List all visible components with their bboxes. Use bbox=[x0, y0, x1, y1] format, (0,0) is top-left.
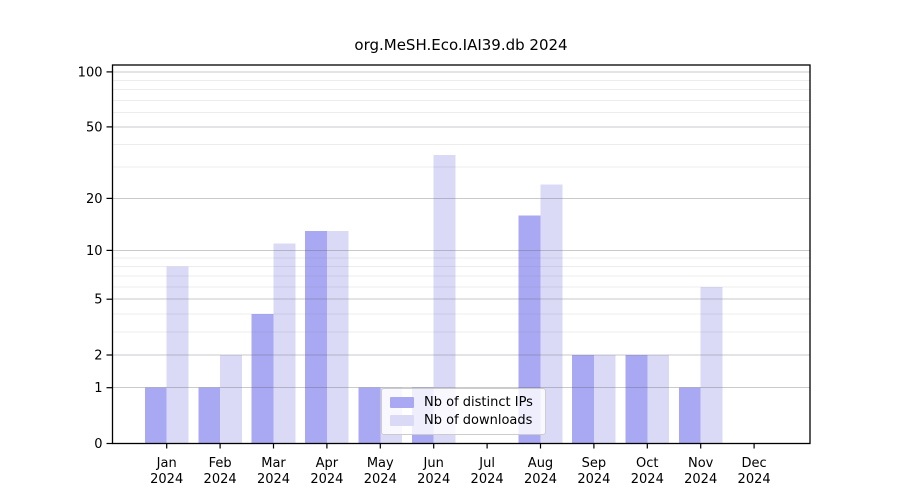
bar-distinct-ips-Sep bbox=[572, 355, 594, 444]
bar-distinct-ips-Apr bbox=[305, 231, 327, 444]
bar-downloads-Aug bbox=[540, 184, 563, 444]
bar-distinct-ips-Feb bbox=[198, 387, 221, 444]
x-tick-label-year: 2024 bbox=[577, 472, 610, 487]
bar-distinct-ips-Nov bbox=[678, 387, 701, 444]
bar-downloads-Jan bbox=[166, 266, 189, 444]
bar-downloads-Sep bbox=[593, 355, 616, 444]
bar-distinct-ips-Mar bbox=[251, 313, 274, 444]
x-tick-label-month: Jul bbox=[478, 456, 495, 471]
x-tick-label-year: 2024 bbox=[257, 472, 290, 487]
legend-swatch-downloads bbox=[390, 415, 414, 426]
y-tick-label: 20 bbox=[86, 192, 103, 207]
bar-downloads-Feb bbox=[220, 355, 242, 444]
legend-label-downloads: Nb of downloads bbox=[424, 413, 533, 428]
bar-distinct-ips-Aug bbox=[518, 215, 541, 444]
bar-distinct-ips-May bbox=[358, 387, 381, 444]
legend-swatch-distinct-ips bbox=[390, 397, 414, 408]
legend: Nb of distinct IPs Nb of downloads bbox=[381, 388, 546, 435]
x-tick-label-year: 2024 bbox=[631, 472, 664, 487]
x-tick-label-month: Feb bbox=[209, 456, 232, 471]
y-tick-label: 0 bbox=[94, 437, 102, 452]
y-tick-label: 1 bbox=[94, 381, 102, 396]
x-tick-label-year: 2024 bbox=[417, 472, 450, 487]
x-tick-label-year: 2024 bbox=[150, 472, 183, 487]
x-tick-label-month: Jan bbox=[156, 456, 177, 471]
legend-item-distinct-ips: Nb of distinct IPs bbox=[390, 396, 545, 409]
x-tick-label-year: 2024 bbox=[364, 472, 397, 487]
x-tick-label-month: Oct bbox=[636, 456, 658, 471]
legend-item-downloads: Nb of downloads bbox=[390, 414, 545, 427]
bar-distinct-ips-Oct bbox=[625, 355, 648, 444]
y-tick-label: 10 bbox=[86, 244, 103, 259]
x-tick-label-month: Aug bbox=[528, 456, 553, 471]
x-tick-label-year: 2024 bbox=[684, 472, 717, 487]
x-tick-label-year: 2024 bbox=[738, 472, 771, 487]
x-tick-label-year: 2024 bbox=[204, 472, 237, 487]
x-tick-label-year: 2024 bbox=[310, 472, 343, 487]
bar-distinct-ips-Jan bbox=[144, 387, 167, 444]
x-tick-label-month: Nov bbox=[688, 456, 714, 471]
y-tick-label: 100 bbox=[78, 65, 103, 80]
x-tick-label-month: Sep bbox=[582, 456, 607, 471]
y-tick-label: 5 bbox=[94, 293, 102, 308]
bar-downloads-Oct bbox=[647, 355, 670, 444]
x-tick-label-year: 2024 bbox=[471, 472, 504, 487]
x-tick-label-year: 2024 bbox=[524, 472, 557, 487]
x-tick-label-month: May bbox=[367, 456, 394, 471]
y-tick-label: 2 bbox=[94, 349, 102, 364]
axes-frame bbox=[111, 64, 811, 445]
x-tick-label-month: Apr bbox=[316, 456, 339, 471]
bar-downloads-Jun bbox=[433, 155, 456, 444]
bar-downloads-Mar bbox=[273, 243, 296, 444]
y-tick-label: 50 bbox=[86, 120, 103, 135]
bar-downloads-Apr bbox=[326, 231, 349, 444]
x-tick-label-month: Jun bbox=[423, 456, 444, 471]
x-tick-label-month: Mar bbox=[261, 456, 286, 471]
bar-downloads-Nov bbox=[700, 286, 723, 444]
legend-label-distinct-ips: Nb of distinct IPs bbox=[424, 395, 533, 410]
chart-title: org.MeSH.Eco.IAI39.db 2024 bbox=[354, 36, 568, 54]
x-tick-label-month: Dec bbox=[742, 456, 767, 471]
